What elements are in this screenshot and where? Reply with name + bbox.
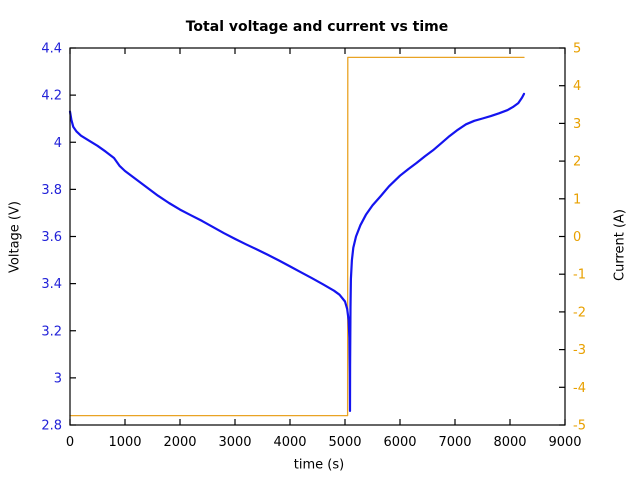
plot-frame <box>69 47 566 426</box>
right-tick-label: 3 <box>573 117 581 132</box>
left-tick-label: 3 <box>54 371 62 386</box>
left-tick-label: 3.6 <box>41 230 62 245</box>
x-tick-label: 3000 <box>218 435 251 450</box>
x-axis-label: time (s) <box>293 457 345 473</box>
right-axis-label: Current (A) <box>612 209 628 281</box>
x-tick-label: 4000 <box>273 435 306 450</box>
right-tick-label: -3 <box>573 343 586 358</box>
left-tick-label: 4.2 <box>41 89 62 104</box>
right-tick-label: 1 <box>573 192 581 207</box>
left-tick-label: 4.4 <box>41 42 62 57</box>
x-tick-label: 6000 <box>383 435 416 450</box>
left-tick-label: 3.2 <box>41 324 62 339</box>
right-tick-label: -5 <box>573 419 586 434</box>
right-tick-label: 5 <box>573 42 581 57</box>
series-line-current <box>69 56 525 417</box>
left-tick-label: 3.4 <box>41 277 62 292</box>
chart-title: Total voltage and current vs time <box>185 19 449 35</box>
right-tick-label: -4 <box>573 381 586 396</box>
left-tick-label: 2.8 <box>41 419 62 434</box>
x-tick-label: 8000 <box>493 435 526 450</box>
series-line-voltage <box>68 92 526 412</box>
left-tick-label: 3.8 <box>41 183 62 198</box>
right-tick-label: 4 <box>573 79 581 94</box>
right-tick-label: 2 <box>573 155 581 170</box>
x-tick-label: 7000 <box>438 435 471 450</box>
x-tick-label: 0 <box>66 435 74 450</box>
x-tick-label: 9000 <box>548 435 581 450</box>
x-tick-label: 2000 <box>163 435 196 450</box>
x-tick-label: 1000 <box>108 435 141 450</box>
right-tick-label: -2 <box>573 305 586 320</box>
left-axis-label: Voltage (V) <box>7 201 23 273</box>
x-tick-label: 5000 <box>328 435 361 450</box>
right-tick-label: -1 <box>573 268 586 283</box>
left-tick-label: 4 <box>54 136 62 151</box>
right-tick-label: 0 <box>573 230 581 245</box>
